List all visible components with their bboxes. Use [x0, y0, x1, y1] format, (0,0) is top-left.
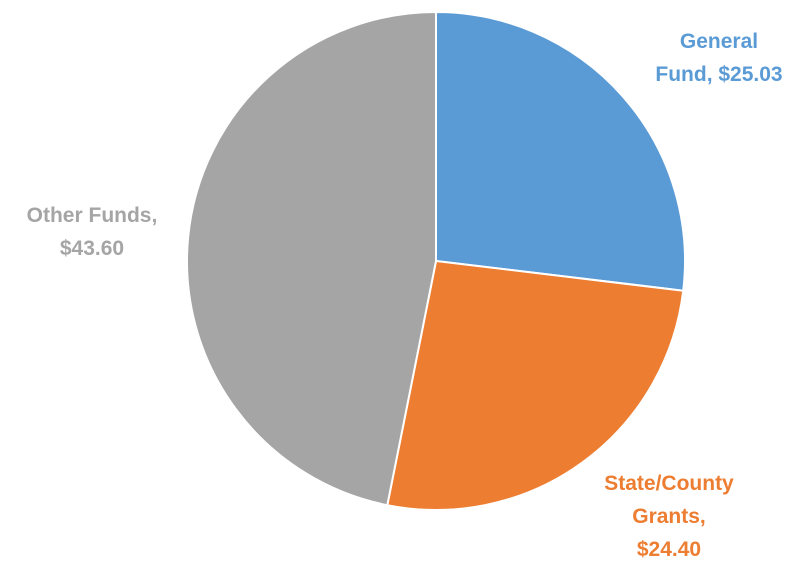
data-label-line: $24.40 — [637, 538, 701, 561]
data-labels: General Fund, $25.03 State/County Grants, $2… — [27, 30, 783, 561]
data-label-general-fund: General Fund, $25.03 — [655, 30, 782, 86]
data-label-line: $43.60 — [60, 237, 124, 260]
data-label-state-county-grants: State/County Grants, $24.40 — [604, 472, 734, 561]
pie-slice-general-fund — [435, 10, 686, 292]
data-label-other-funds: Other Funds, $43.60 — [27, 204, 158, 260]
pie-slice-other-funds — [186, 10, 437, 507]
data-label-line: Other Funds, — [27, 204, 158, 227]
pie-slice-state-county-grants — [386, 259, 685, 511]
data-label-line: Fund, $25.03 — [655, 63, 782, 86]
data-label-line: State/County — [604, 472, 734, 495]
data-label-line: General — [680, 30, 758, 53]
pie-slices — [186, 10, 686, 511]
data-label-line: Grants, — [632, 505, 706, 528]
